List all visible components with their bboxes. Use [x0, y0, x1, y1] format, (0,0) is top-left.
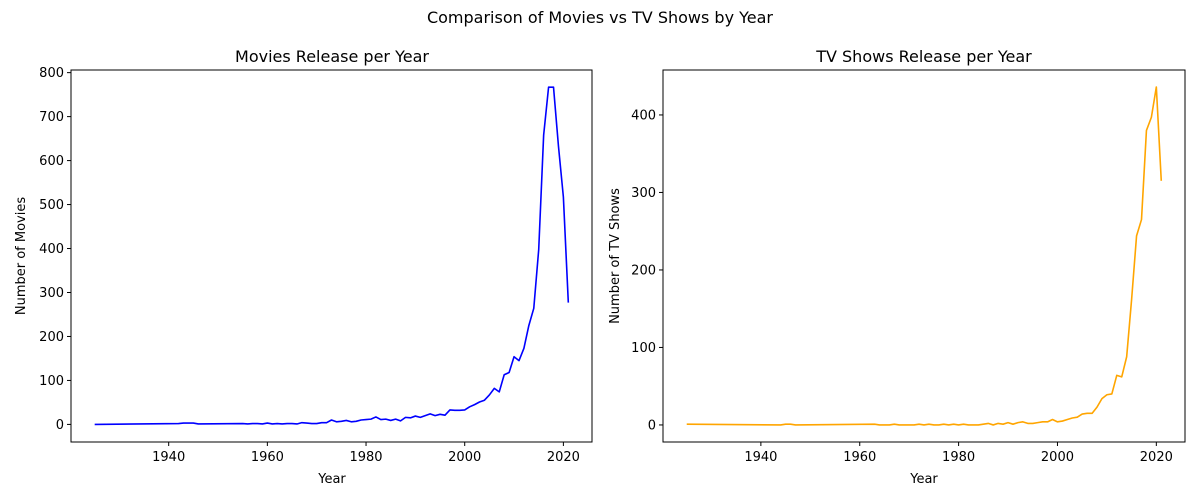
movies-chart-panel: Movies Release per Year Year Number of M…	[14, 47, 593, 487]
tvshows-y-tick-label: 300	[631, 186, 656, 201]
tvshows-x-tick-label: 1960	[843, 450, 876, 465]
tvshows-axes-frame	[662, 69, 1186, 443]
movies-y-tick-label: 0	[56, 418, 64, 433]
tvshows-chart-title: TV Shows Release per Year	[815, 47, 1032, 66]
movies-y-tick-label: 500	[39, 198, 64, 213]
movies-chart-title: Movies Release per Year	[235, 47, 429, 66]
movies-x-tick-label: 1960	[251, 450, 284, 465]
tvshows-x-tick-label: 1980	[942, 450, 975, 465]
movies-x-tick-label: 2000	[448, 450, 481, 465]
figure-suptitle: Comparison of Movies vs TV Shows by Year	[427, 8, 773, 27]
tvshows-plot-area: 1940 1960 1980 2000 2020 0 100 200 300 400	[631, 69, 1186, 465]
tvshows-y-axis-label: Number of TV Shows	[608, 188, 623, 324]
tvshows-x-tick-label: 2020	[1140, 450, 1173, 465]
tvshows-chart-panel: TV Shows Release per Year Year Number of…	[608, 47, 1186, 487]
movies-y-tick-label: 700	[39, 110, 64, 125]
movies-y-tick-label: 100	[39, 374, 64, 389]
movies-x-tick-label: 2020	[547, 450, 580, 465]
movies-y-tick-label: 400	[39, 242, 64, 257]
movies-y-tick-label: 300	[39, 286, 64, 301]
tvshows-series-line	[686, 86, 1163, 426]
tvshows-y-tick-label: 400	[631, 108, 656, 123]
movies-plot-area: 1940 1960 1980 2000 2020 0 100 200 300 400 500 600 7…	[39, 66, 593, 465]
movies-axes-frame	[70, 69, 593, 443]
movies-y-axis-label: Number of Movies	[14, 197, 29, 315]
tvshows-y-tick-label: 200	[631, 263, 656, 278]
movies-series-line	[94, 86, 570, 426]
movies-y-tick-label: 200	[39, 330, 64, 345]
tvshows-x-tick-label: 1940	[744, 450, 777, 465]
tvshows-y-tick-label: 100	[631, 341, 656, 356]
movies-y-tick-label: 800	[39, 66, 64, 81]
tvshows-x-axis-label: Year	[909, 472, 938, 487]
movies-x-tick-label: 1940	[152, 450, 185, 465]
movies-x-axis-label: Year	[317, 472, 346, 487]
tvshows-y-tick-label: 0	[648, 418, 656, 433]
tvshows-x-tick-label: 2000	[1041, 450, 1074, 465]
movies-y-tick-label: 600	[39, 154, 64, 169]
movies-x-tick-label: 1980	[349, 450, 382, 465]
